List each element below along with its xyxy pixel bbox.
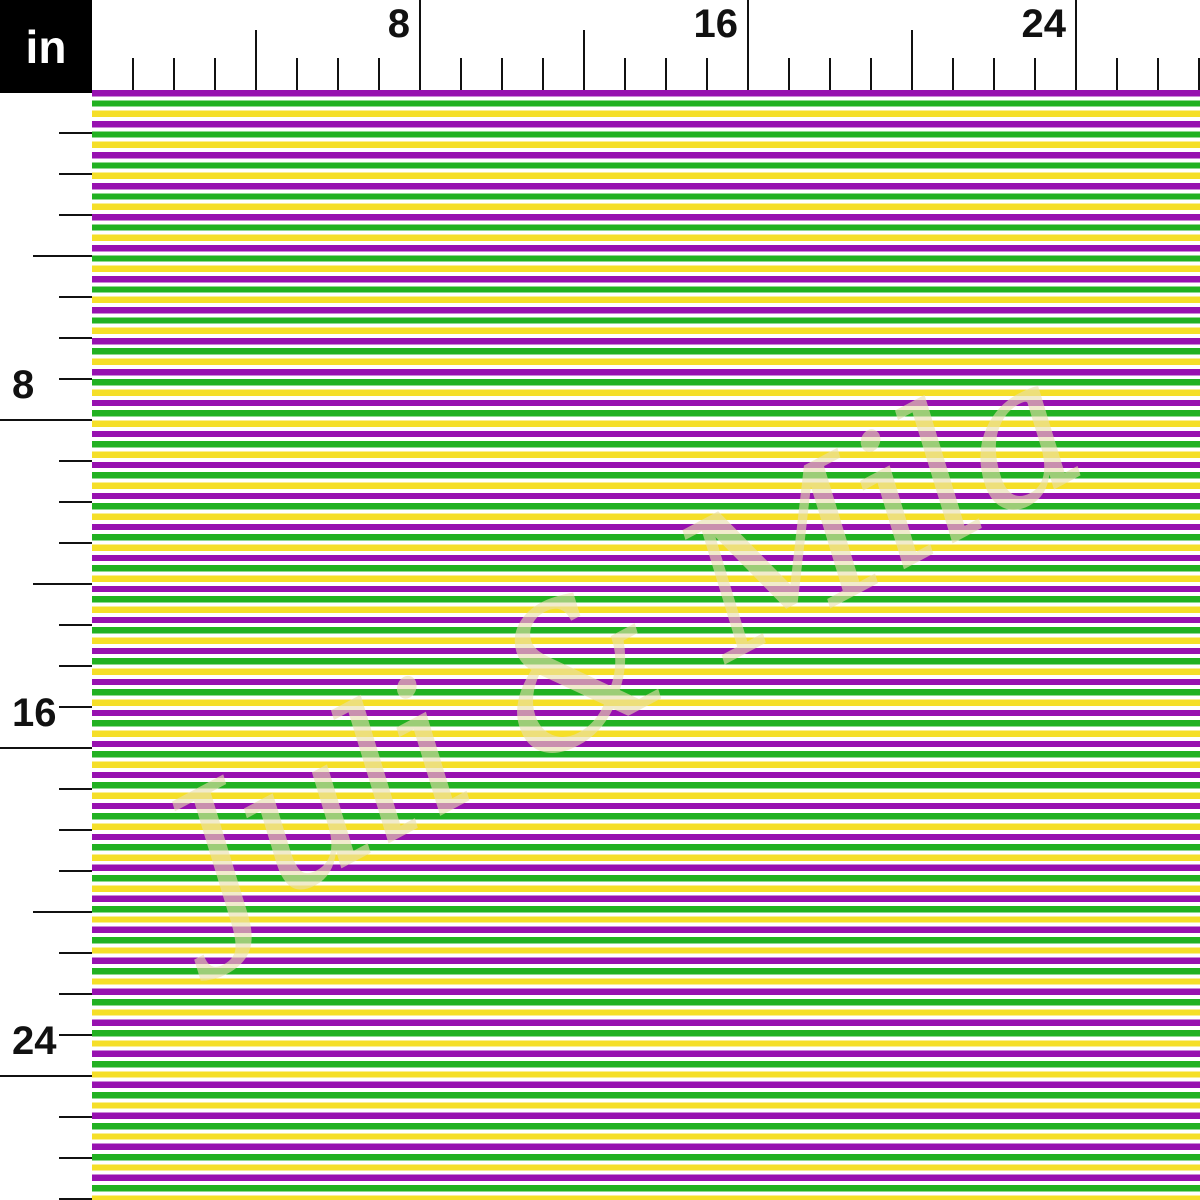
top-ruler-tick <box>542 58 544 90</box>
left-ruler-label-16: 16 <box>12 693 57 733</box>
top-ruler-tick <box>911 30 913 90</box>
left-ruler-tick <box>59 501 92 503</box>
top-ruler-tick <box>870 58 872 90</box>
left-ruler: 8 16 24 <box>0 92 92 1200</box>
top-ruler-tick <box>255 30 257 90</box>
left-ruler-tick <box>59 829 92 831</box>
left-ruler-label-8: 8 <box>12 365 34 405</box>
left-ruler-tick <box>59 214 92 216</box>
top-ruler-label-16: 16 <box>694 4 739 44</box>
top-ruler-tick <box>378 58 380 90</box>
left-ruler-tick <box>59 624 92 626</box>
left-ruler-tick <box>59 460 92 462</box>
left-ruler-tick <box>59 173 92 175</box>
left-ruler-label-24: 24 <box>12 1021 57 1061</box>
ruler-unit-label: in <box>26 24 67 70</box>
top-ruler-tick <box>993 58 995 90</box>
top-ruler-tick <box>132 58 134 90</box>
top-ruler-tick <box>665 58 667 90</box>
left-ruler-tick <box>59 1157 92 1159</box>
top-ruler-tick <box>1157 58 1159 90</box>
top-ruler-tick <box>624 58 626 90</box>
left-ruler-tick <box>0 419 92 421</box>
fabric-preview-canvas: Juli & Mila 8 16 24 8 16 24 in <box>0 0 1200 1200</box>
left-ruler-tick <box>33 255 92 257</box>
top-ruler-tick <box>173 58 175 90</box>
top-ruler-tick <box>1075 0 1077 90</box>
top-ruler-label-24: 24 <box>1022 4 1067 44</box>
left-ruler-tick <box>0 1075 92 1077</box>
ruler-unit-box: in <box>0 0 92 93</box>
top-ruler-tick <box>337 58 339 90</box>
left-ruler-tick <box>59 1034 92 1036</box>
top-ruler-tick <box>501 58 503 90</box>
shop-watermark: Juli & Mila <box>131 314 1114 976</box>
left-ruler-tick <box>0 747 92 749</box>
top-ruler-tick <box>1116 58 1118 90</box>
top-ruler-tick <box>460 58 462 90</box>
left-ruler-tick <box>59 337 92 339</box>
top-ruler-label-8: 8 <box>388 4 410 44</box>
left-ruler-tick <box>59 132 92 134</box>
left-ruler-tick <box>59 542 92 544</box>
top-ruler-tick <box>706 58 708 90</box>
left-ruler-tick <box>59 665 92 667</box>
top-ruler-tick <box>829 58 831 90</box>
left-ruler-tick <box>59 993 92 995</box>
left-ruler-tick <box>59 378 92 380</box>
top-ruler-tick <box>419 0 421 90</box>
left-ruler-tick <box>33 583 92 585</box>
left-ruler-tick <box>59 1116 92 1118</box>
left-ruler-tick <box>59 870 92 872</box>
top-ruler-tick <box>952 58 954 90</box>
stripe-pattern-swatch: Juli & Mila <box>92 90 1200 1200</box>
top-ruler-tick <box>583 30 585 90</box>
top-ruler-tick <box>788 58 790 90</box>
top-ruler-tick <box>214 58 216 90</box>
top-ruler-tick <box>747 0 749 90</box>
left-ruler-tick <box>33 911 92 913</box>
top-ruler: 8 16 24 <box>92 0 1200 90</box>
top-ruler-tick <box>296 58 298 90</box>
top-ruler-tick <box>1034 58 1036 90</box>
left-ruler-tick <box>59 296 92 298</box>
left-ruler-tick <box>59 788 92 790</box>
left-ruler-tick <box>59 706 92 708</box>
left-ruler-tick <box>59 952 92 954</box>
